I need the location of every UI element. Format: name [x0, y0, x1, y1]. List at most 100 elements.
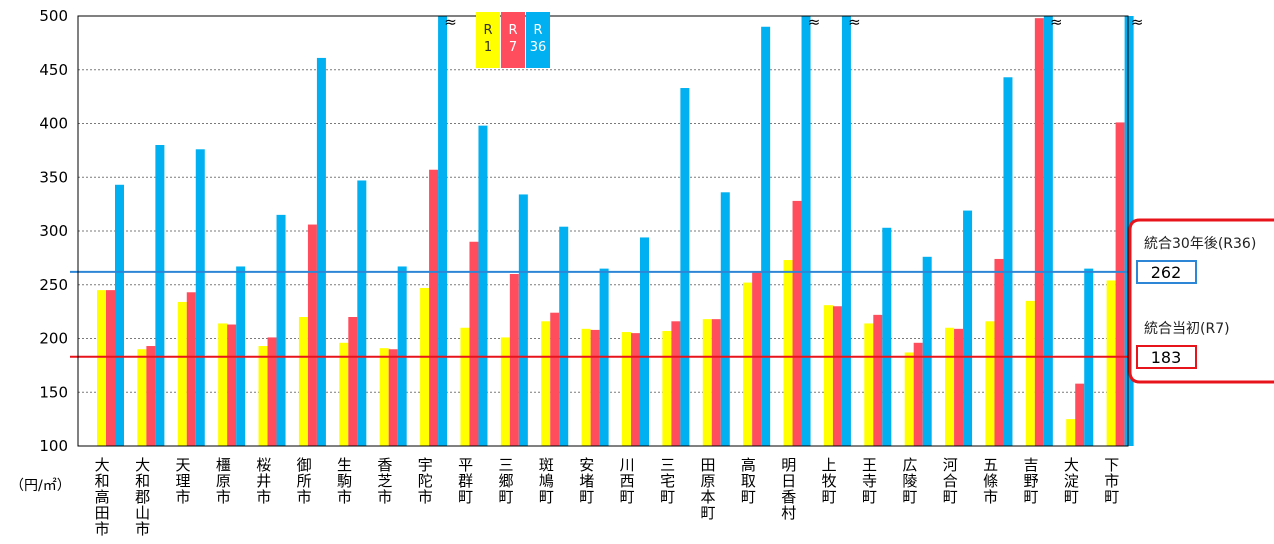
- legend-label-part: R: [508, 23, 517, 38]
- bar-r7: [631, 333, 640, 446]
- bar-r1: [622, 332, 631, 446]
- category-label-char: 野: [1024, 472, 1039, 490]
- reference-lines: [70, 270, 1138, 358]
- category-label: 香芝市: [377, 456, 392, 506]
- category-label-char: 郷: [499, 472, 514, 490]
- axes: [77, 15, 1129, 447]
- category-label-char: 川: [620, 456, 635, 474]
- bar-r7: [873, 314, 883, 446]
- bar-r36: [922, 256, 932, 446]
- category-label-char: 町: [539, 488, 554, 506]
- category-label-char: 安: [579, 456, 594, 474]
- bar-r7: [186, 292, 196, 446]
- bar-r36: [155, 145, 165, 446]
- category-label-char: 町: [1104, 488, 1119, 506]
- category-label-char: 高: [95, 488, 110, 506]
- category-label-char: 宇: [418, 456, 433, 474]
- axis-break-marks: ≈ ≈ ≈ ≈ ≈: [444, 13, 1143, 31]
- bar-r36: [195, 149, 205, 447]
- category-label-char: 群: [458, 472, 473, 490]
- bar-r1: [985, 321, 995, 446]
- category-label-char: 理: [175, 472, 190, 490]
- category-label-char: 田: [95, 504, 110, 522]
- bar-r1: [662, 330, 672, 446]
- category-label: 生駒市: [337, 456, 352, 506]
- bar-r1: [137, 349, 147, 446]
- bar-r1: [339, 342, 349, 446]
- bar-r1: [258, 346, 268, 446]
- category-label-char: 大: [95, 456, 110, 474]
- bar-r1: [864, 323, 874, 446]
- category-label-char: 上: [822, 456, 837, 474]
- reference-value: 262: [1151, 263, 1182, 282]
- bar-r1: [1106, 280, 1116, 446]
- bar-r7: [469, 241, 479, 446]
- category-label-char: 本: [700, 488, 715, 506]
- category-label: 御所市: [297, 456, 312, 506]
- category-label-char: 井: [256, 472, 271, 490]
- bar-r7: [590, 329, 600, 446]
- bar-r7: [1115, 122, 1125, 447]
- legend-label-part: 36: [530, 40, 547, 55]
- bar-r7: [267, 337, 277, 446]
- break-mark: ≈: [1050, 13, 1063, 31]
- legend-label-part: R: [483, 23, 492, 38]
- legend-label-part: 1: [484, 40, 492, 55]
- category-label-char: 明: [781, 456, 796, 474]
- category-label-char: 町: [458, 488, 473, 506]
- category-label-char: 町: [741, 488, 756, 506]
- bar-r7: [913, 342, 923, 446]
- bar-r7: [388, 349, 398, 446]
- bar-r7: [832, 306, 842, 446]
- bar-r36: [963, 210, 973, 446]
- reference-label: 統合30年後(R36): [1144, 236, 1256, 252]
- bar-r7: [792, 200, 802, 446]
- bar-r7: [671, 321, 681, 446]
- category-label-char: 町: [700, 504, 715, 522]
- bars: [97, 16, 1134, 447]
- category-label-char: 香: [377, 456, 392, 474]
- bar-r7: [509, 274, 519, 446]
- category-label-char: 香: [781, 488, 796, 506]
- reference-label: 統合当初(R7): [1144, 320, 1230, 337]
- bar-r36: [680, 88, 690, 447]
- category-label-char: 三: [499, 456, 514, 474]
- bar-r7: [550, 312, 560, 446]
- bar-r7: [227, 324, 237, 446]
- bar-r36: [438, 16, 448, 446]
- bar-r1: [743, 282, 753, 446]
- bar-r36: [276, 214, 286, 446]
- category-labels: 大和高田市大和郡山市天理市橿原市桜井市御所市生駒市香芝市宇陀市平群町三郷町斑鳩町…: [95, 456, 1120, 538]
- category-label-char: 町: [579, 488, 594, 506]
- category-label: 上牧町: [822, 456, 837, 506]
- y-tick-label: 100: [39, 437, 68, 455]
- category-label-char: 原: [700, 472, 715, 490]
- category-label-char: 市: [983, 488, 998, 506]
- legend-swatch: [476, 12, 500, 68]
- category-label-char: 町: [902, 488, 917, 506]
- category-label: 平群町: [458, 456, 473, 506]
- bar-r36: [357, 180, 367, 446]
- category-label-char: 合: [943, 472, 958, 490]
- y-tick-label: 400: [39, 115, 68, 133]
- category-label-char: 西: [620, 472, 635, 490]
- category-label-char: 淀: [1064, 472, 1079, 490]
- bar-r36: [841, 16, 851, 446]
- category-label-char: 河: [943, 456, 958, 474]
- category-label: 河合町: [943, 456, 958, 506]
- category-label-char: 町: [620, 488, 635, 506]
- category-label: 宇陀市: [418, 456, 433, 506]
- category-label-char: 郡: [135, 488, 150, 506]
- bar-r7: [711, 319, 721, 446]
- bar-r7: [994, 258, 1004, 446]
- bar-r1: [1066, 419, 1076, 446]
- category-label-char: 平: [458, 456, 473, 474]
- category-label: 五條市: [983, 456, 998, 506]
- y-tick-label: 450: [39, 61, 68, 79]
- legend-label-part: R: [533, 23, 542, 38]
- category-label-char: 和: [135, 472, 150, 490]
- category-label-char: 三: [660, 456, 675, 474]
- category-label-char: 町: [1064, 488, 1079, 506]
